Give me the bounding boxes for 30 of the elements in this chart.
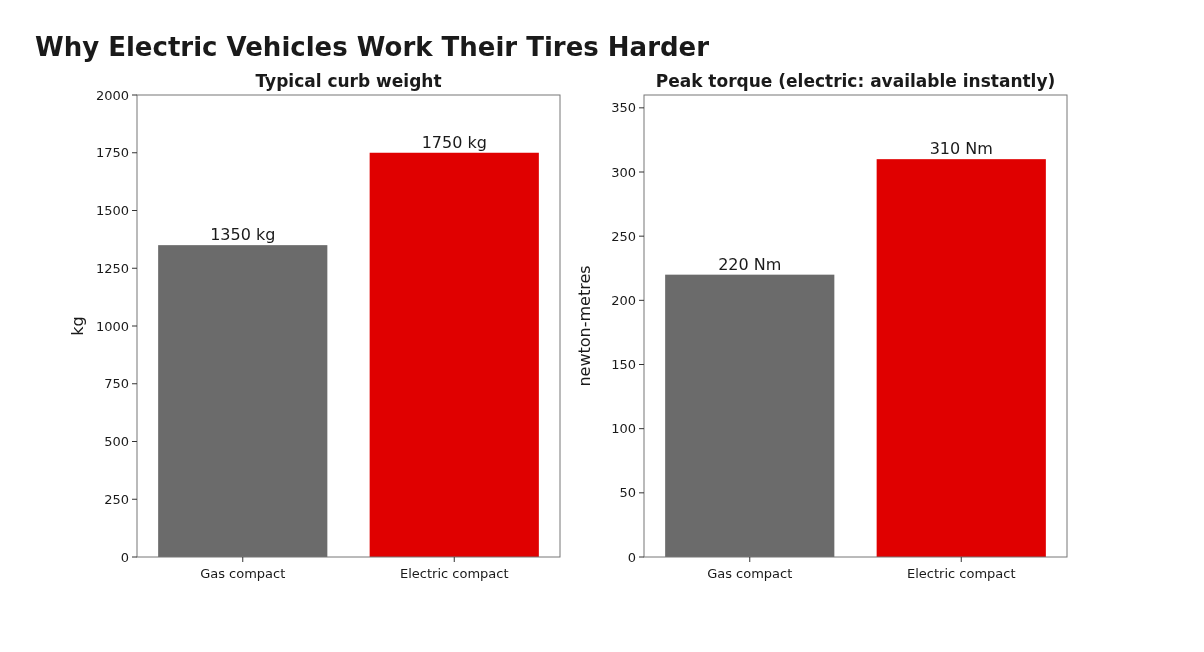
y-axis-title: newton-metres (575, 265, 594, 387)
y-tick-label: 300 (611, 164, 636, 180)
y-tick-label: 1750 (95, 145, 129, 161)
y-tick-label: 100 (611, 421, 636, 437)
y-tick-label: 1500 (95, 203, 129, 219)
y-tick-label: 1250 (95, 260, 129, 276)
data-label: 310 Nm (929, 139, 993, 159)
y-tick-label: 200 (611, 292, 636, 308)
text: Why Electric Vehicles Work Their Tires Harder (35, 32, 710, 62)
data-label: 220 Nm (718, 254, 782, 274)
y-tick-label: 350 (611, 100, 636, 116)
x-tick-label: Electric compact (906, 566, 1016, 581)
y-tick-label: 750 (104, 376, 129, 392)
data-label: 1350 kg (210, 225, 276, 245)
y-tick-label: 500 (104, 434, 129, 450)
chart-title: Peak torque (electric: available instantly) (655, 71, 1056, 91)
y-tick-label: 1000 (95, 318, 129, 334)
y-tick-label: 50 (619, 485, 636, 501)
y-tick-label: 0 (120, 549, 129, 565)
x-tick-label: Electric compact (399, 566, 509, 581)
y-tick-label: 150 (611, 357, 636, 373)
chart-title: Typical curb weight (255, 71, 442, 91)
data-label: 1750 kg (421, 132, 487, 152)
y-tick-label: 250 (104, 491, 129, 507)
y-tick-label: 250 (611, 228, 636, 244)
x-tick-label: Gas compact (707, 566, 793, 581)
y-tick-label: 0 (627, 549, 636, 565)
y-tick-label: 2000 (95, 87, 129, 103)
y-axis-title: kg (68, 316, 87, 336)
x-tick-label: Gas compact (200, 566, 286, 581)
